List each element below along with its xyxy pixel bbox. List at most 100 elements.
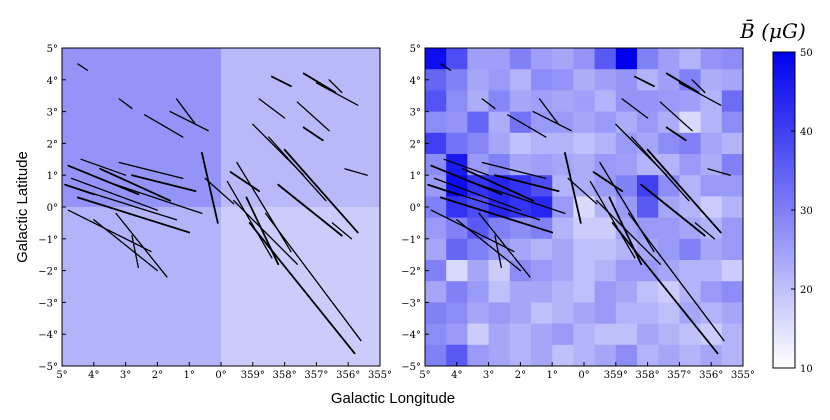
heat-cell [594, 302, 617, 325]
y-tick-label: 1° [47, 171, 58, 182]
heat-cell [425, 196, 447, 219]
heat-cell [658, 69, 680, 91]
heat-cell [573, 175, 596, 197]
heat-cell [700, 217, 723, 240]
heat-cell [552, 323, 574, 346]
heat-cell [700, 344, 723, 367]
heat-cell [467, 111, 490, 134]
filament [115, 212, 168, 278]
right-x-ticks: 5° 4° 3° 2° 1° 0° 359° 358° 357° 356° 355° [419, 362, 755, 381]
heat-cell [637, 344, 659, 367]
heat-cell [488, 281, 511, 303]
right-heatmap [425, 48, 744, 367]
left-filaments [64, 63, 368, 355]
heat-cell [615, 90, 638, 113]
filament [248, 221, 356, 355]
heat-cell [467, 175, 490, 197]
heat-cell [594, 217, 617, 240]
colorbar-tick-label: 30 [800, 206, 813, 217]
filament [105, 180, 203, 215]
y-tick-label: −3° [401, 298, 421, 309]
x-tick-label: 358° [636, 370, 660, 381]
y-tick-label: 0° [47, 203, 58, 214]
heat-cell [721, 302, 744, 325]
heat-cell [573, 323, 596, 346]
filament [67, 164, 140, 196]
filament [264, 212, 362, 342]
heat-cell [573, 48, 596, 70]
heat-cell [467, 302, 490, 325]
filament [440, 63, 452, 71]
heat-cell [658, 323, 680, 346]
heat-cell [467, 281, 490, 303]
heat-cell [425, 260, 447, 282]
filament [99, 167, 172, 202]
heat-cell [700, 111, 723, 134]
x-tick-label: 3° [120, 370, 131, 381]
heat-cell [679, 281, 702, 303]
y-tick-label: −4° [38, 330, 58, 341]
x-tick-label: 355° [731, 370, 755, 381]
heat-cell [509, 132, 532, 155]
heat-cell [488, 154, 511, 176]
y-tick-label: −1° [38, 235, 58, 246]
heat-cell [488, 260, 511, 282]
heat-cell [637, 154, 659, 176]
heat-cell [594, 132, 617, 155]
heat-cell [467, 238, 490, 261]
filament [331, 222, 353, 240]
colorbar-tick-label: 50 [800, 48, 813, 59]
filament [567, 177, 598, 205]
y-tick-label: 5° [47, 44, 58, 55]
filament [64, 183, 95, 196]
filament [532, 110, 572, 132]
filament [118, 98, 133, 110]
y-tick-label: 4° [47, 76, 58, 87]
filament [621, 98, 649, 119]
filament [564, 152, 582, 224]
filament [589, 180, 636, 259]
heat-cell [531, 323, 553, 346]
filament [175, 98, 197, 125]
heat-cell [488, 238, 511, 261]
filament [538, 98, 560, 125]
right-filaments [427, 63, 731, 355]
x-tick-label: 1° [547, 370, 558, 381]
heat-cell [615, 111, 638, 134]
y-axis-label: Galactic Latitude [14, 151, 31, 263]
heat-cell [531, 69, 553, 91]
x-tick-label: 4° [88, 370, 99, 381]
y-tick-label: 2° [47, 139, 58, 150]
filament [270, 75, 292, 88]
filament [430, 209, 515, 253]
heat-cell [467, 344, 490, 367]
heat-cell [425, 302, 447, 325]
heat-cell [573, 281, 596, 303]
heat-cell [531, 302, 553, 325]
heat-cell [615, 260, 638, 282]
heat-cell [425, 238, 447, 261]
heat-cell [446, 111, 468, 134]
heat-cell [721, 323, 744, 346]
heat-cell [425, 111, 447, 134]
heat-cell [700, 238, 723, 261]
heat-cell [425, 323, 447, 346]
left-panel: 5° 4° 3° 2° 1° 0° 359° 358° 357° 356° 355° 5° 4° 3° 2… [38, 44, 392, 381]
left-heatmap [62, 48, 380, 366]
filament [118, 161, 184, 180]
heat-cell [552, 302, 574, 325]
filament [665, 72, 700, 94]
filament [494, 174, 560, 193]
heat-cell [679, 48, 702, 70]
heat-cell [446, 196, 468, 219]
heat-cell [573, 217, 596, 240]
heat-cell [552, 90, 574, 113]
right-panel: 5° 4° 3° 2° 1° 0° 359° 358° 357° 356° 355° 5° 4° 3° 2… [401, 44, 755, 381]
filament [640, 183, 706, 237]
filament [481, 161, 547, 180]
heat-cell [721, 48, 744, 70]
heat-cell [573, 260, 596, 282]
heat-cell [637, 111, 659, 134]
filament [443, 158, 490, 176]
filament [93, 219, 159, 272]
